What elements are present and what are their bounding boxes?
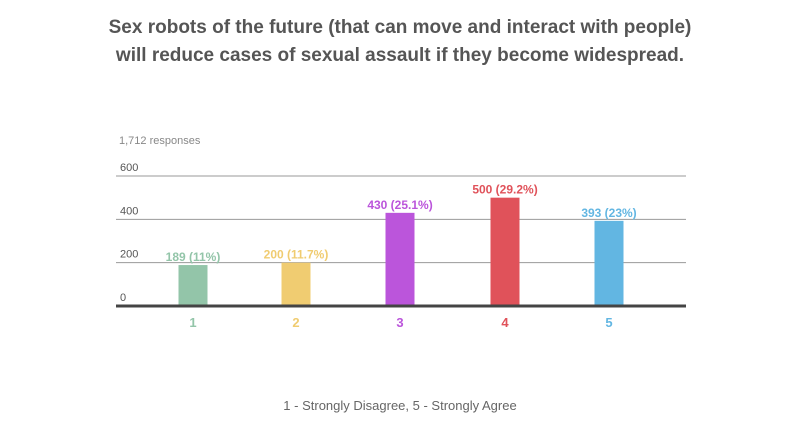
y-tick-label-400: 400	[120, 205, 138, 217]
x-tick-label-1: 1	[189, 315, 196, 330]
x-tick-label-4: 4	[501, 315, 509, 330]
data-label-4: 500 (29.2%)	[472, 183, 537, 197]
bar-3	[385, 212, 415, 306]
bar-1	[178, 265, 208, 306]
chart-title-line-2: will reduce cases of sexual assault if t…	[115, 45, 685, 66]
x-tick-label-2: 2	[292, 315, 299, 330]
data-labels: 189 (11%) 200 (11.7%) 430 (25.1%) 500 (29.2…	[166, 183, 637, 264]
y-tick-label-0: 0	[120, 292, 126, 304]
chart-title-line-1: Sex robots of the future (that can move …	[108, 17, 692, 38]
bar-2	[281, 262, 311, 306]
y-tick-label-600: 600	[120, 162, 138, 174]
bars	[178, 197, 624, 306]
x-tick-label-5: 5	[605, 315, 612, 330]
bar-5	[594, 220, 624, 306]
y-tick-label-200: 200	[120, 249, 138, 261]
x-axis-ticks: 1 2 3 4 5	[189, 315, 612, 330]
data-label-3: 430 (25.1%)	[367, 198, 432, 212]
chart-title: Sex robots of the future (that can move …	[20, 14, 780, 70]
scale-footnote: 1 - Strongly Disagree, 5 - Strongly Agre…	[283, 398, 517, 413]
chart-subtitle: 1,712 responses	[119, 135, 201, 147]
bar-4	[490, 197, 520, 306]
y-axis-ticks: 0 200 400 600	[120, 162, 138, 304]
x-tick-label-3: 3	[396, 315, 403, 330]
data-label-5: 393 (23%)	[581, 206, 636, 220]
data-label-2: 200 (11.7%)	[264, 248, 329, 262]
data-label-1: 189 (11%)	[166, 250, 221, 264]
